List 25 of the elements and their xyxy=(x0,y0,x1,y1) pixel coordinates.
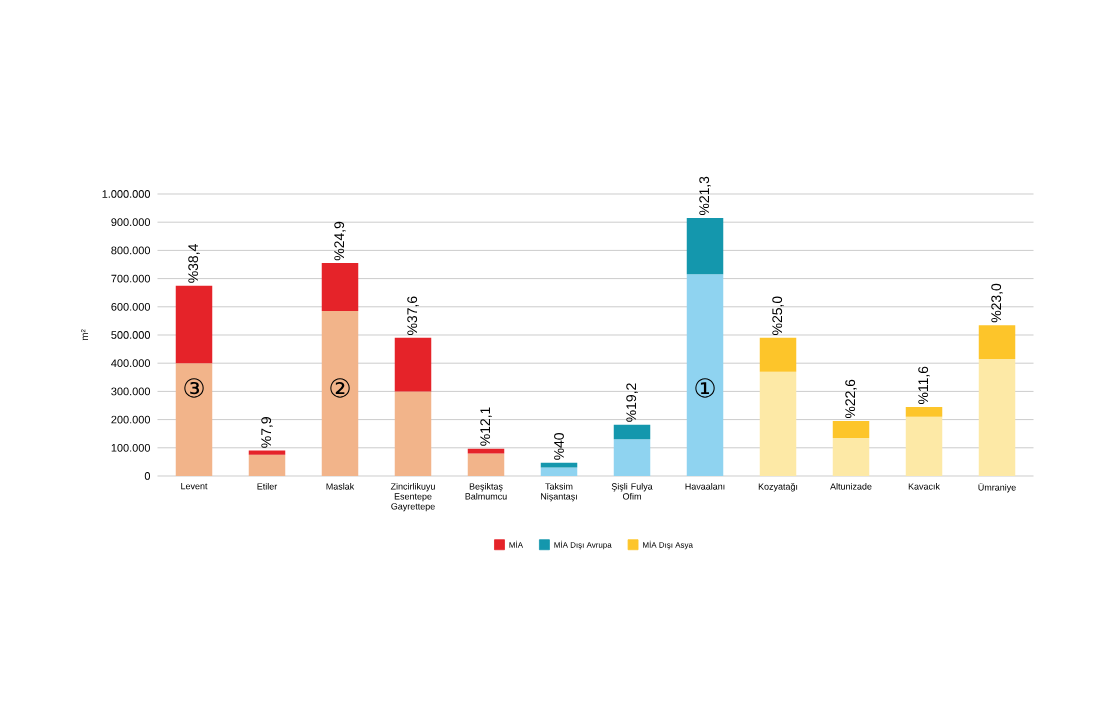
bar xyxy=(394,337,432,392)
bar xyxy=(686,217,724,275)
bar xyxy=(978,325,1016,359)
annotation: ② xyxy=(330,378,350,398)
bar xyxy=(321,263,359,312)
bar xyxy=(978,358,1016,476)
bar xyxy=(467,453,505,476)
bar xyxy=(540,462,578,468)
bar xyxy=(613,424,651,440)
annotation: ① xyxy=(695,378,715,398)
bar xyxy=(759,337,797,372)
bar xyxy=(394,391,432,476)
bar xyxy=(905,406,943,417)
bar xyxy=(175,363,213,476)
bar xyxy=(686,274,724,476)
annotation: ③ xyxy=(184,378,204,398)
bar xyxy=(175,285,213,364)
bar xyxy=(321,311,359,476)
bar xyxy=(613,439,651,476)
bar xyxy=(832,437,870,476)
bar xyxy=(832,421,870,438)
bar xyxy=(759,371,797,476)
bar xyxy=(248,454,286,476)
bar xyxy=(540,467,578,476)
bar xyxy=(905,416,943,476)
